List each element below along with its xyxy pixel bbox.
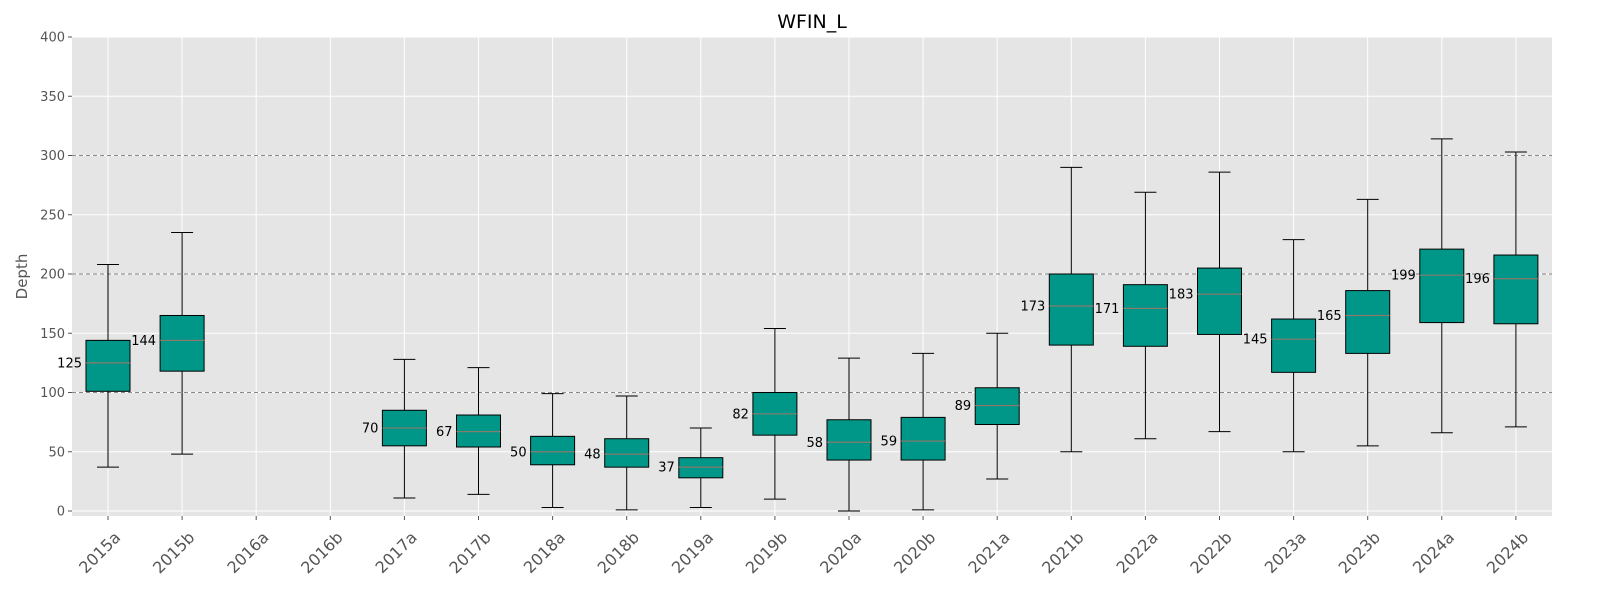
x-tick-label: 2016a [223,528,272,577]
median-label: 50 [510,445,527,460]
x-tick-label: 2020a [816,528,865,577]
box-2022a: 171 [1095,191,1168,440]
x-tick-label: 2015a [75,528,124,577]
chart-title: WFIN_L [777,11,847,33]
box-iqr [900,416,946,461]
median-label: 145 [1243,333,1268,348]
x-tick-label: 2021b [1038,528,1087,577]
box-iqr [530,435,576,466]
y-tick-label: 150 [40,327,65,342]
median-label: 67 [436,425,453,440]
y-axis-ticks: 0 50 100 150 200 250 300 350 400 [40,31,72,520]
x-tick-label: 2020b [890,528,939,577]
median-label: 196 [1465,272,1490,287]
box-2023b: 165 [1317,198,1391,447]
box-2017a: 70 [362,358,427,499]
x-tick-label: 2022b [1186,528,1235,577]
box-2019b: 82 [732,328,798,500]
box-2020b: 59 [881,352,946,511]
box-2024b: 196 [1465,151,1539,428]
y-tick-label: 300 [40,149,65,164]
box-iqr [1197,267,1242,335]
reference-lines [72,155,1552,393]
median-label: 165 [1317,309,1342,324]
box-iqr [1048,273,1094,346]
median-label: 125 [57,356,82,371]
box-iqr [159,314,205,372]
median-label: 199 [1391,269,1416,284]
box-2022b: 183 [1169,171,1242,433]
box-2019a: 37 [658,427,724,508]
box-iqr [1122,284,1168,347]
x-tick-label: 2023b [1335,528,1384,577]
box-2018b: 48 [584,395,650,511]
box-iqr [1345,290,1391,354]
box-iqr [1493,254,1539,325]
median-label: 59 [881,435,898,450]
box-2015a: 125 [57,264,131,468]
box-2015b: 144 [131,232,205,455]
box-iqr [1419,248,1465,324]
y-tick-label: 350 [40,90,65,105]
x-tick-label: 2017a [372,528,421,577]
x-tick-label: 2017b [445,528,494,577]
median-label: 171 [1095,302,1120,317]
box-2024a: 199 [1391,138,1465,434]
box-2021b: 173 [1020,166,1094,453]
median-label: 58 [806,436,823,451]
box-2021a: 89 [955,332,1020,480]
box-iqr [85,339,131,392]
box-2020a: 58 [806,357,872,512]
y-axis-label: Depth [13,254,31,300]
y-tick-label: 200 [40,268,65,283]
box-iqr [826,419,872,461]
median-label: 173 [1020,299,1045,314]
x-tick-label: 2019b [742,528,791,577]
box-iqr [1271,318,1317,373]
x-axis-ticks: 2015a 2015b 2016a 2016b 2017a 2017b 2018a 2018b… [75,516,1532,577]
y-tick-label: 50 [48,445,65,460]
x-tick-label: 2024b [1483,528,1532,577]
median-label: 48 [584,448,601,463]
boxes: 125 144 70 67 50 48 37 82 58 59 89 173 171 183 145 165 1… [57,138,1539,512]
x-tick-label: 2015b [149,528,198,577]
box-iqr [604,438,650,468]
x-tick-label: 2018a [520,528,569,577]
box-2017b: 67 [436,367,501,495]
box-2023a: 145 [1243,239,1317,453]
x-tick-label: 2018b [594,528,643,577]
x-tick-label: 2022a [1113,528,1162,577]
median-label: 37 [658,461,675,476]
median-label: 89 [955,399,972,414]
median-label: 82 [732,407,749,422]
x-tick-label: 2023a [1261,528,1310,577]
y-tick-label: 0 [57,505,65,520]
plot-panel [72,37,1552,516]
x-tick-label: 2016b [297,528,346,577]
median-label: 70 [362,422,379,437]
median-label: 144 [131,334,156,349]
x-tick-label: 2021a [964,528,1013,577]
x-tick-label: 2024a [1409,528,1458,577]
box-2018a: 50 [510,393,576,508]
y-tick-label: 100 [40,386,65,401]
x-tick-label: 2019a [668,528,717,577]
y-tick-label: 400 [40,31,65,46]
median-label: 183 [1169,288,1194,303]
y-tick-label: 250 [40,208,65,223]
